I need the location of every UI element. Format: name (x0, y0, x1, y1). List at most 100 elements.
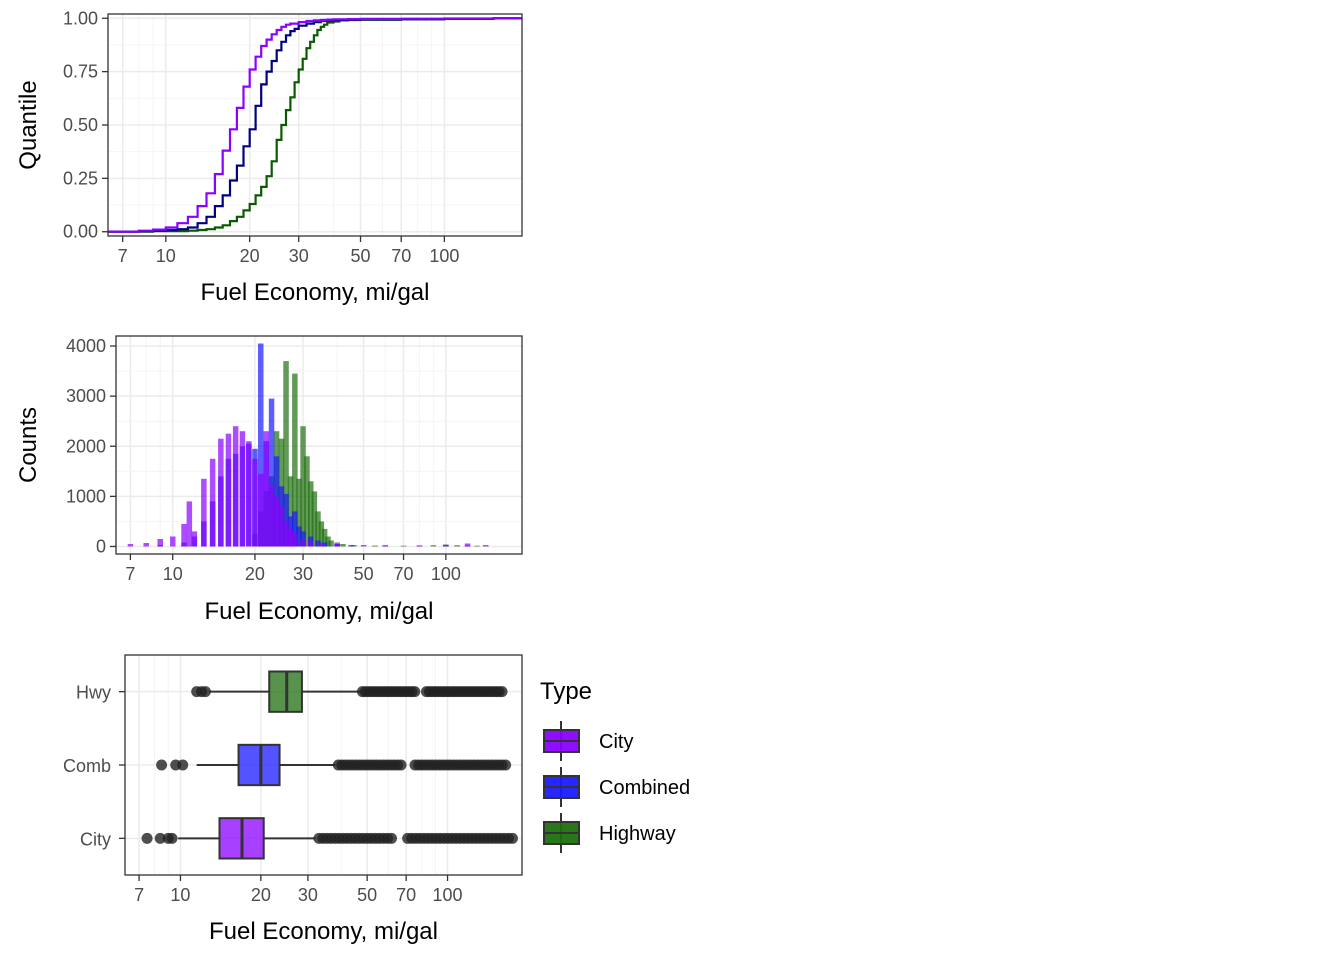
histogram-y-tick-label: 2000 (66, 436, 106, 456)
histogram-bar-city (186, 501, 193, 547)
histogram-bar-city (258, 473, 264, 547)
histogram-bar-highway (308, 481, 314, 547)
histogram-bar-city (483, 545, 489, 547)
histogram-bar-highway (400, 545, 407, 547)
ecdf-line-highway (108, 17, 522, 233)
boxplot-category-label: Hwy (76, 683, 111, 703)
ecdf-y-tick-label: 0.50 (63, 115, 98, 135)
histogram-bar-city (239, 431, 246, 547)
ecdf-x-axis-title: Fuel Economy, mi/gal (201, 279, 430, 306)
boxplot-outlier (166, 832, 178, 844)
histogram-bar-city (287, 528, 294, 547)
ecdf-x-tick-label: 70 (391, 246, 411, 266)
histogram-bar-highway (283, 361, 289, 547)
histogram-bar-highway (454, 545, 460, 547)
histogram-y-tick-label: 3000 (66, 386, 106, 406)
histogram-bar-city (181, 523, 187, 547)
boxplot-outlier (409, 686, 421, 698)
histogram-x-axis-title: Fuel Economy, mi/gal (205, 598, 434, 625)
ecdf-gridlines (108, 14, 522, 236)
histogram-bar-city (283, 521, 289, 547)
histogram-y-tick-label: 0 (96, 536, 106, 556)
histogram-bar-city (225, 433, 232, 547)
boxplot-x-tick-label: 50 (357, 885, 377, 905)
histogram-bar-city (263, 431, 269, 547)
histogram-bar-highway (340, 544, 346, 547)
ecdf-y-tick-label: 0.00 (63, 222, 98, 242)
boxplot-outlier (395, 759, 407, 771)
legend-item-city: City (543, 721, 633, 761)
boxplot-category-label: Comb (63, 756, 111, 776)
histogram-bar-highway (321, 528, 328, 547)
histogram-bar-city (252, 458, 258, 547)
boxplot-ticks: 7 10 20 30 50 70 100 Hwy Comb City (63, 683, 463, 905)
histogram-bar-combined (283, 493, 289, 547)
histogram-bar-combined (321, 542, 328, 547)
boxplot-box (237, 743, 281, 787)
ecdf-x-tick-label: 10 (156, 246, 176, 266)
legend-label: Highway (599, 823, 676, 845)
histogram-bar-highway (372, 545, 378, 547)
histogram-bar-city (278, 506, 285, 547)
boxplot-outlier (177, 759, 189, 771)
histogram-bar-highway (318, 521, 325, 547)
histogram-bar-combined (292, 511, 298, 547)
legend-title: Type (540, 678, 592, 705)
histogram-bar-combined (315, 540, 321, 547)
boxplot-category-label: City (80, 829, 111, 849)
legend-label: Combined (599, 777, 690, 799)
histogram-bar-city (191, 531, 198, 547)
histogram-bar-city (300, 539, 306, 547)
histogram-bar-city (464, 543, 471, 547)
histogram-x-tick-label: 7 (125, 564, 135, 584)
ecdf-line-city (108, 17, 522, 233)
ecdf-x-tick-label: 50 (350, 246, 370, 266)
boxplot-x-tick-label: 30 (298, 885, 318, 905)
boxplot-combined (156, 743, 512, 787)
histogram-y-axis-title: Counts (15, 407, 42, 483)
histogram-bar-city (360, 545, 367, 547)
histogram-bar-highway (315, 511, 321, 547)
histogram-x-tick-label: 10 (163, 564, 183, 584)
boxplot-city (141, 817, 518, 860)
histogram-bar-highway (430, 545, 437, 547)
boxplot-panel: 7 10 20 30 50 70 100 Hwy Comb City Fuel Economy, … (63, 654, 523, 945)
histogram-bar-combined (268, 398, 275, 547)
legend: Type City Combined Highway (540, 678, 690, 853)
ecdf-x-tick-label: 20 (240, 246, 260, 266)
histogram-bar-highway (300, 426, 306, 547)
histogram-bar-combined (258, 343, 264, 547)
histogram-bar-highway (287, 476, 294, 547)
histogram-bar-city (268, 486, 275, 547)
histogram-bar-city (127, 544, 134, 547)
histogram-bar-city (201, 478, 207, 547)
histogram-x-tick-label: 70 (394, 564, 414, 584)
histogram-x-tick-label: 30 (293, 564, 313, 584)
boxplot-outlier (386, 832, 398, 844)
histogram-bar-city (232, 426, 239, 547)
legend-label: City (599, 731, 633, 753)
histogram-bar-highway (292, 373, 298, 547)
boxplot-x-tick-label: 10 (170, 885, 190, 905)
boxplot-highway (191, 670, 508, 713)
boxplot-outlier (496, 686, 508, 698)
histogram-bar-highway (328, 540, 334, 547)
boxplot-outlier (154, 832, 166, 844)
histogram-bar-city (318, 543, 325, 547)
histogram-bar-city (209, 458, 216, 547)
boxplot-outlier (500, 759, 512, 771)
histogram-bars (127, 343, 489, 547)
boxplot-outlier (506, 832, 518, 844)
histogram-bar-highway (325, 536, 331, 547)
histogram-x-tick-label: 20 (245, 564, 265, 584)
boxplot-x-tick-label: 7 (134, 885, 144, 905)
histogram-bar-city (157, 539, 163, 547)
ecdf-ticks: 7 10 20 30 50 70 100 0.00 0.25 0.50 0.75 1.00 (63, 8, 459, 266)
boxplot-outlier (141, 832, 153, 844)
ecdf-y-tick-label: 0.25 (63, 168, 98, 188)
histogram-bar-combined (300, 531, 306, 547)
boxplot-outlier (199, 686, 211, 698)
histogram-x-tick-label: 50 (354, 564, 374, 584)
